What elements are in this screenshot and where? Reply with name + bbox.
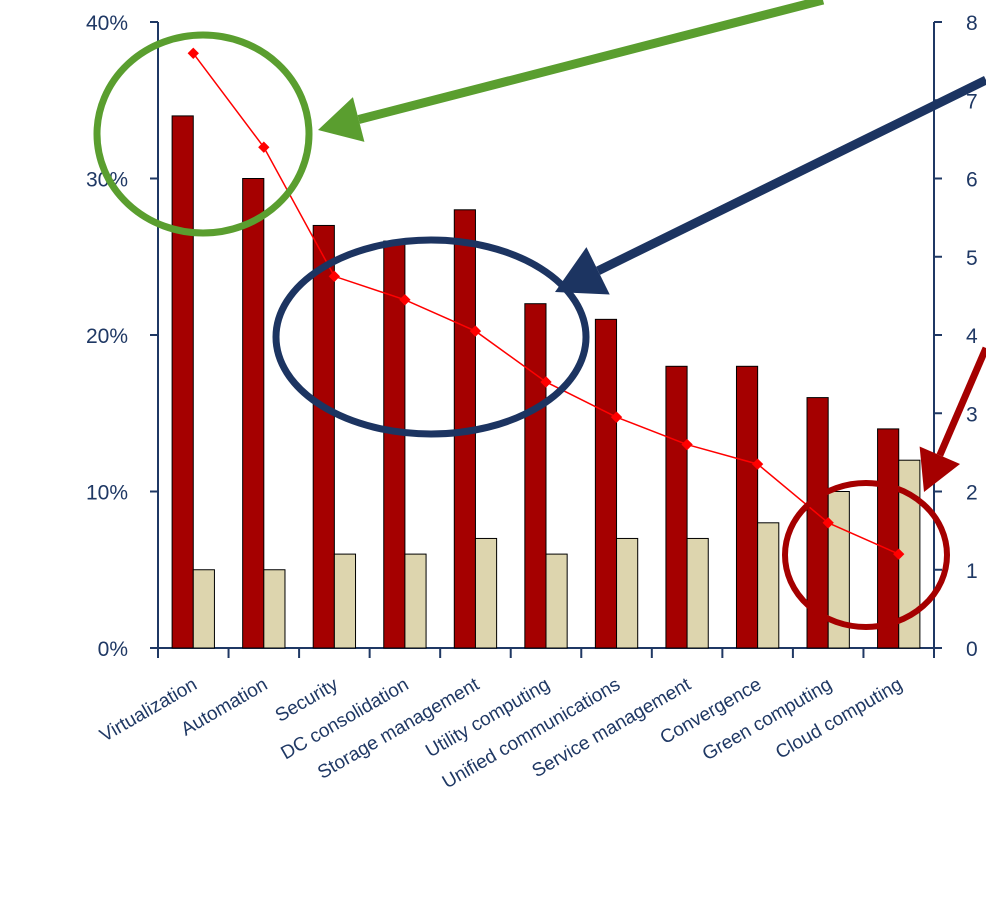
bar — [524, 303, 547, 649]
line-point — [187, 47, 199, 59]
left-tick-label: 10% — [86, 482, 128, 505]
arrow-green-shaft — [357, 0, 825, 124]
line-point — [328, 270, 341, 282]
right-tick-label: 3 — [966, 403, 978, 426]
bar — [192, 569, 215, 649]
bar — [474, 537, 498, 649]
right-tick-label: 1 — [966, 560, 978, 583]
bar — [333, 553, 357, 649]
right-tick-label: 2 — [966, 482, 978, 505]
left-tick-label: 0% — [98, 638, 128, 661]
bar — [242, 178, 265, 649]
bar — [877, 428, 900, 649]
right-tick-label: 4 — [966, 325, 978, 348]
right-tick-label: 6 — [966, 169, 978, 192]
highlight-ellipse-red — [782, 480, 950, 630]
bar — [686, 537, 709, 649]
right-tick-label: 5 — [966, 247, 978, 270]
arrow-red-shaft — [936, 346, 986, 457]
line-point — [399, 294, 411, 306]
right-tick-label: 8 — [966, 12, 978, 35]
line-point — [893, 548, 905, 560]
line-point — [540, 376, 552, 388]
bar — [263, 569, 286, 649]
bar — [594, 318, 618, 649]
right-tick-label: 0 — [966, 638, 978, 661]
bar — [312, 224, 335, 649]
bars — [171, 115, 921, 649]
line-point — [469, 325, 482, 337]
bar — [665, 365, 688, 649]
arrow-red-head — [919, 446, 961, 492]
line-series — [187, 47, 905, 560]
left-tick-label: 20% — [86, 325, 128, 348]
arrow-navy-head — [555, 247, 610, 295]
line-point — [610, 411, 623, 423]
right-tick-label: 7 — [966, 90, 978, 113]
arrow-green-head — [318, 97, 365, 142]
left-tick-label: 40% — [86, 12, 128, 35]
line-point — [681, 438, 693, 451]
line-point — [822, 517, 834, 529]
annotations — [93, 0, 986, 630]
highlight-ellipse-green — [93, 31, 313, 237]
line-point — [258, 141, 270, 153]
arrow-navy-shaft — [596, 75, 986, 275]
bar — [404, 553, 427, 649]
bar — [735, 365, 759, 649]
bar — [757, 522, 780, 649]
line-point — [751, 458, 764, 470]
category-label: Cloud computing — [772, 674, 906, 763]
bar — [545, 553, 568, 649]
bar — [616, 537, 639, 649]
bar — [171, 115, 194, 649]
highlight-ellipse-navy — [272, 236, 590, 438]
